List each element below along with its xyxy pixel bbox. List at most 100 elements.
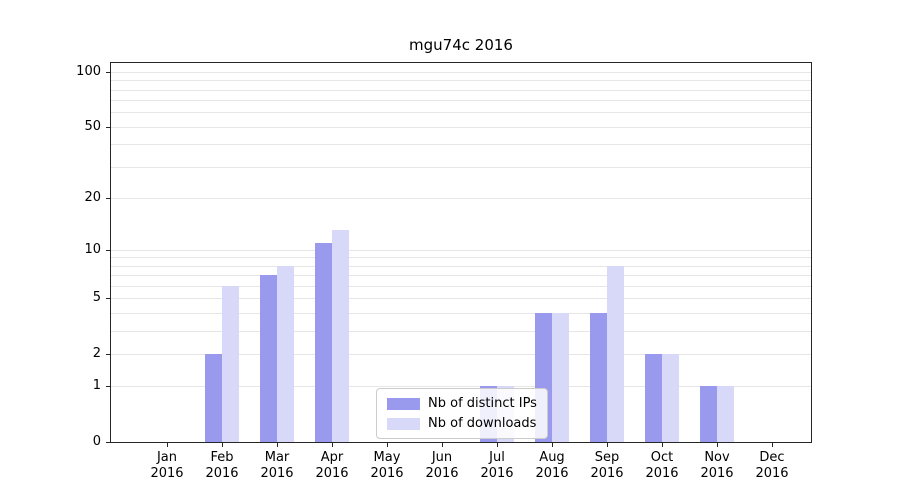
bar-sep-downloads <box>607 265 624 442</box>
x-tick-label: Jun 2016 <box>412 450 472 482</box>
x-tick-year: 2016 <box>755 466 789 481</box>
x-tick-year: 2016 <box>425 466 459 481</box>
x-tick-year: 2016 <box>315 466 349 481</box>
x-tick-mark <box>331 443 333 447</box>
x-tick-label: Dec 2016 <box>742 450 802 482</box>
y-tick-label: 5 <box>92 290 101 306</box>
x-tick-month: Apr <box>320 450 344 465</box>
bar-aug-downloads <box>552 313 569 442</box>
y-tick-mark <box>106 442 110 443</box>
x-tick-label: Jul 2016 <box>467 450 527 482</box>
x-tick-label: May 2016 <box>357 450 417 482</box>
y-tick-mark <box>106 197 110 199</box>
x-tick-mark <box>661 443 663 447</box>
y-tick-label: 100 <box>76 64 101 79</box>
y-tick-label: 1 <box>92 378 101 394</box>
x-tick-label: Mar 2016 <box>247 450 307 482</box>
y-tick-mark <box>106 386 110 388</box>
x-tick-month: Sep <box>594 450 620 465</box>
bar-feb-downloads <box>222 286 239 442</box>
x-tick-mark <box>166 443 168 447</box>
gridline <box>111 112 811 114</box>
legend: Nb of distinct IPs Nb of downloads <box>376 388 548 439</box>
y-tick-label: 0 <box>92 434 101 449</box>
x-tick-month: Oct <box>650 450 674 465</box>
bar-apr-downloads <box>332 230 349 442</box>
bar-oct-downloads <box>662 353 679 442</box>
gridline <box>111 353 811 355</box>
x-tick-month: May <box>373 450 401 465</box>
x-tick-label: Apr 2016 <box>302 450 362 482</box>
x-tick-label: Oct 2016 <box>632 450 692 482</box>
gridline <box>111 126 811 128</box>
legend-entry: Nb of downloads <box>387 416 537 431</box>
gridline <box>111 386 811 388</box>
x-tick-mark <box>716 443 718 447</box>
x-tick-mark <box>771 443 773 447</box>
x-tick-year: 2016 <box>590 466 624 481</box>
gridline <box>111 257 811 259</box>
x-tick-label: Sep 2016 <box>577 450 637 482</box>
gridline <box>111 330 811 332</box>
x-tick-mark <box>441 443 443 447</box>
gridline <box>111 197 811 199</box>
x-tick-month: Nov <box>704 450 730 465</box>
x-tick-month: Jan <box>156 450 178 465</box>
legend-label: Nb of downloads <box>428 416 537 431</box>
legend-entry: Nb of distinct IPs <box>387 396 537 411</box>
x-tick-mark <box>606 443 608 447</box>
gridline <box>111 298 811 300</box>
plot-area: 0 1 2 5 10 20 50 100 Jan 2016 Feb 2016 Mar 2016 Apr 201… <box>76 62 812 481</box>
bar-sep-ips <box>590 313 607 442</box>
legend-swatch-1 <box>387 417 420 430</box>
gridline <box>111 275 811 277</box>
y-tick-mark <box>106 72 110 73</box>
x-tick-month: Jul <box>489 450 505 465</box>
gridline <box>111 313 811 314</box>
x-tick-label: Aug 2016 <box>522 450 582 482</box>
x-tick-label: Feb 2016 <box>192 450 252 482</box>
bar-oct-ips <box>645 353 662 442</box>
bar-feb-ips <box>205 353 222 442</box>
x-tick-year: 2016 <box>535 466 569 481</box>
x-tick-month: Dec <box>759 450 785 465</box>
x-tick-mark <box>496 443 498 447</box>
bar-apr-ips <box>315 242 332 442</box>
bar-mar-downloads <box>277 265 294 442</box>
y-tick-label: 50 <box>84 118 101 134</box>
x-tick-mark <box>551 443 553 447</box>
gridline <box>111 265 811 267</box>
gridline <box>111 89 811 91</box>
y-tick-mark <box>106 298 110 300</box>
gridline <box>111 100 811 102</box>
y-tick-label: 10 <box>84 241 101 257</box>
x-tick-month: Jun <box>431 450 453 465</box>
x-tick-mark <box>276 443 278 447</box>
x-tick-mark <box>221 443 223 447</box>
gridline <box>111 286 811 287</box>
gridline <box>111 166 811 168</box>
x-tick-month: Feb <box>210 450 234 465</box>
x-tick-year: 2016 <box>480 466 514 481</box>
x-tick-label: Jan 2016 <box>137 450 197 482</box>
y-tick-mark <box>106 353 110 355</box>
x-tick-label: Nov 2016 <box>687 450 747 482</box>
x-tick-year: 2016 <box>260 466 294 481</box>
gridline <box>111 144 811 146</box>
x-tick-year: 2016 <box>370 466 404 481</box>
x-tick-mark <box>386 443 388 447</box>
x-tick-year: 2016 <box>205 466 239 481</box>
y-tick-mark <box>106 249 110 251</box>
gridline <box>111 249 811 251</box>
x-tick-month: Mar <box>264 450 290 465</box>
y-tick-mark <box>106 126 110 128</box>
gridline <box>111 80 811 82</box>
x-tick-year: 2016 <box>150 466 184 481</box>
y-tick-label: 2 <box>92 345 101 361</box>
legend-swatch-0 <box>387 397 420 410</box>
legend-label: Nb of distinct IPs <box>428 396 537 411</box>
bar-nov-downloads <box>717 386 734 442</box>
x-tick-month: Aug <box>539 450 565 465</box>
chart-title: mgu74c 2016 <box>409 36 513 54</box>
